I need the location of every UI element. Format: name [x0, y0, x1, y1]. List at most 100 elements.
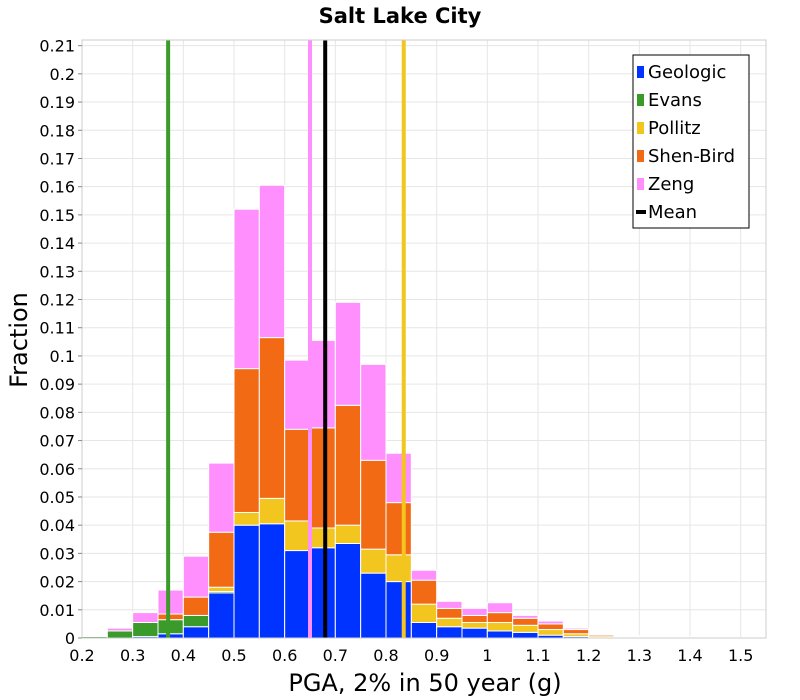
- x-tick-label: 0.7: [323, 646, 348, 665]
- bar-zeng-0.90: [436, 600, 463, 609]
- legend: Geologic Evans Pollitz Shen-Bird Zeng Mean: [632, 54, 750, 229]
- legend-label-zeng: Zeng: [648, 174, 694, 195]
- bar-shen-bird-0.95: [461, 614, 488, 623]
- x-tick-label: 0.2: [69, 646, 94, 665]
- x-tick-label: 0.6: [272, 646, 297, 665]
- bar-geologic-0.90: [436, 626, 463, 639]
- bar-shen-bird-0.70: [334, 404, 362, 526]
- y-tick-label: 0.09: [39, 375, 75, 394]
- x-tick-label: 1.1: [525, 646, 550, 665]
- bar-zeng-1.30: [638, 636, 666, 638]
- bar-zeng-0.75: [360, 363, 387, 461]
- bar-geologic-0.70: [334, 543, 362, 639]
- bar-shen-bird-0.35: [157, 613, 184, 621]
- x-axis-ticks: 0.2 0.3 0.4 0.5 0.6 0.7 0.8 0.9 1 1.1 1.2 1.3 1.4 1.5: [69, 646, 753, 665]
- x-tick-label: 1.2: [576, 646, 601, 665]
- bar-pollitz-0.55: [258, 497, 286, 525]
- bar-pollitz-0.65: [309, 527, 336, 549]
- bar-geologic-0.40: [182, 626, 210, 639]
- bar-pollitz-0.45: [208, 586, 235, 592]
- bar-zeng-1.25: [613, 635, 640, 638]
- bar-geologic-0.45: [208, 592, 235, 639]
- legend-box: [632, 54, 750, 229]
- legend-swatch-zeng: [637, 178, 644, 190]
- bar-pollitz-0.70: [334, 524, 362, 545]
- bar-zeng-0.35: [157, 589, 184, 615]
- y-tick-label: 0.18: [39, 121, 75, 140]
- y-axis-ticks: 0 0.01 0.02 0.03 0.04 0.05 0.06 0.07 0.08 0.09 0.1…: [39, 37, 82, 648]
- bar-zeng-1.10: [537, 620, 564, 625]
- y-tick-label: 0.02: [39, 573, 75, 592]
- bar-zeng-0.95: [461, 607, 488, 616]
- bar-geologic-0.95: [461, 627, 488, 639]
- x-tick-label: 1.3: [627, 646, 652, 665]
- bar-pollitz-0.85: [410, 603, 438, 623]
- bar-zeng-1.40: [689, 636, 716, 638]
- y-tick-label: 0.13: [39, 262, 75, 281]
- bar-geologic-0.60: [284, 550, 311, 639]
- bar-geologic-0.35: [157, 633, 184, 639]
- x-tick-label: 0.8: [373, 646, 398, 665]
- y-tick-label: 0.04: [39, 516, 75, 535]
- bar-zeng-0.70: [334, 301, 362, 406]
- bar-shen-bird-0.55: [258, 337, 286, 499]
- x-tick-label: 0.4: [171, 646, 196, 665]
- bar-pollitz-0.60: [284, 520, 311, 552]
- bar-zeng-0.85: [410, 569, 438, 581]
- bar-shen-bird-0.75: [360, 459, 387, 550]
- bar-zeng-1.35: [664, 636, 691, 638]
- bar-geologic-0.55: [258, 523, 286, 639]
- bar-geologic-1.05: [512, 631, 539, 639]
- legend-label-evans: Evans: [648, 90, 702, 111]
- bar-shen-bird-0.60: [284, 428, 311, 522]
- bar-geologic-0.85: [410, 621, 438, 639]
- bar-evans-0.35: [157, 619, 184, 635]
- bar-zeng-1.20: [588, 633, 615, 636]
- y-tick-label: 0.06: [39, 460, 75, 479]
- bar-shen-bird-1.05: [512, 617, 539, 626]
- x-tick-label: 1.5: [728, 646, 753, 665]
- y-tick-label: 0.14: [39, 234, 75, 253]
- bar-shen-bird-1.15: [562, 629, 590, 635]
- bar-geologic-0.80: [385, 581, 412, 639]
- y-tick-label: 0.21: [39, 37, 75, 56]
- bar-shen-bird-0.40: [182, 596, 210, 616]
- bar-zeng-0.40: [182, 555, 210, 598]
- bar-pollitz-0.90: [436, 617, 463, 628]
- bar-zeng-0.45: [208, 462, 235, 533]
- stacked-bars: [81, 184, 767, 639]
- bar-zeng-0.25: [106, 627, 134, 632]
- bar-evans-0.40: [182, 614, 210, 628]
- bar-zeng-1.15: [562, 627, 590, 631]
- x-tick-label: 1.4: [677, 646, 702, 665]
- reference-lines: [166, 40, 406, 638]
- bar-shen-bird-1.00: [486, 612, 514, 623]
- bar-shen-bird-1.10: [537, 623, 564, 631]
- legend-swatch-shen-bird: [637, 150, 644, 162]
- bar-pollitz-1.05: [512, 624, 539, 633]
- bar-shen-bird-0.65: [309, 427, 336, 529]
- legend-swatch-evans: [637, 94, 644, 106]
- bar-pollitz-1.10: [537, 629, 564, 636]
- bar-zeng-0.80: [385, 452, 412, 504]
- bar-zeng-0.60: [284, 359, 311, 430]
- y-tick-label: 0.15: [39, 206, 75, 225]
- bar-geologic-1.00: [486, 630, 514, 639]
- y-tick-label: 0.03: [39, 544, 75, 563]
- bar-geologic-0.50: [233, 524, 260, 639]
- y-tick-label: 0: [65, 629, 75, 648]
- bar-pollitz-0.50: [233, 511, 260, 526]
- bar-shen-bird-0.85: [410, 579, 438, 605]
- y-tick-label: 0.16: [39, 178, 75, 197]
- bar-shen-bird-0.80: [385, 502, 412, 556]
- bar-zeng-0.55: [258, 184, 286, 339]
- legend-swatch-geologic: [637, 66, 644, 78]
- bar-zeng-0.50: [233, 208, 260, 370]
- y-tick-label: 0.17: [39, 149, 75, 168]
- bar-evans-0.25: [106, 630, 134, 639]
- legend-label-mean: Mean: [648, 202, 697, 223]
- chart-title: Salt Lake City: [319, 4, 482, 28]
- bar-pollitz-0.75: [360, 548, 387, 574]
- y-tick-label: 0.05: [39, 488, 75, 507]
- bar-shen-bird-0.90: [436, 607, 463, 619]
